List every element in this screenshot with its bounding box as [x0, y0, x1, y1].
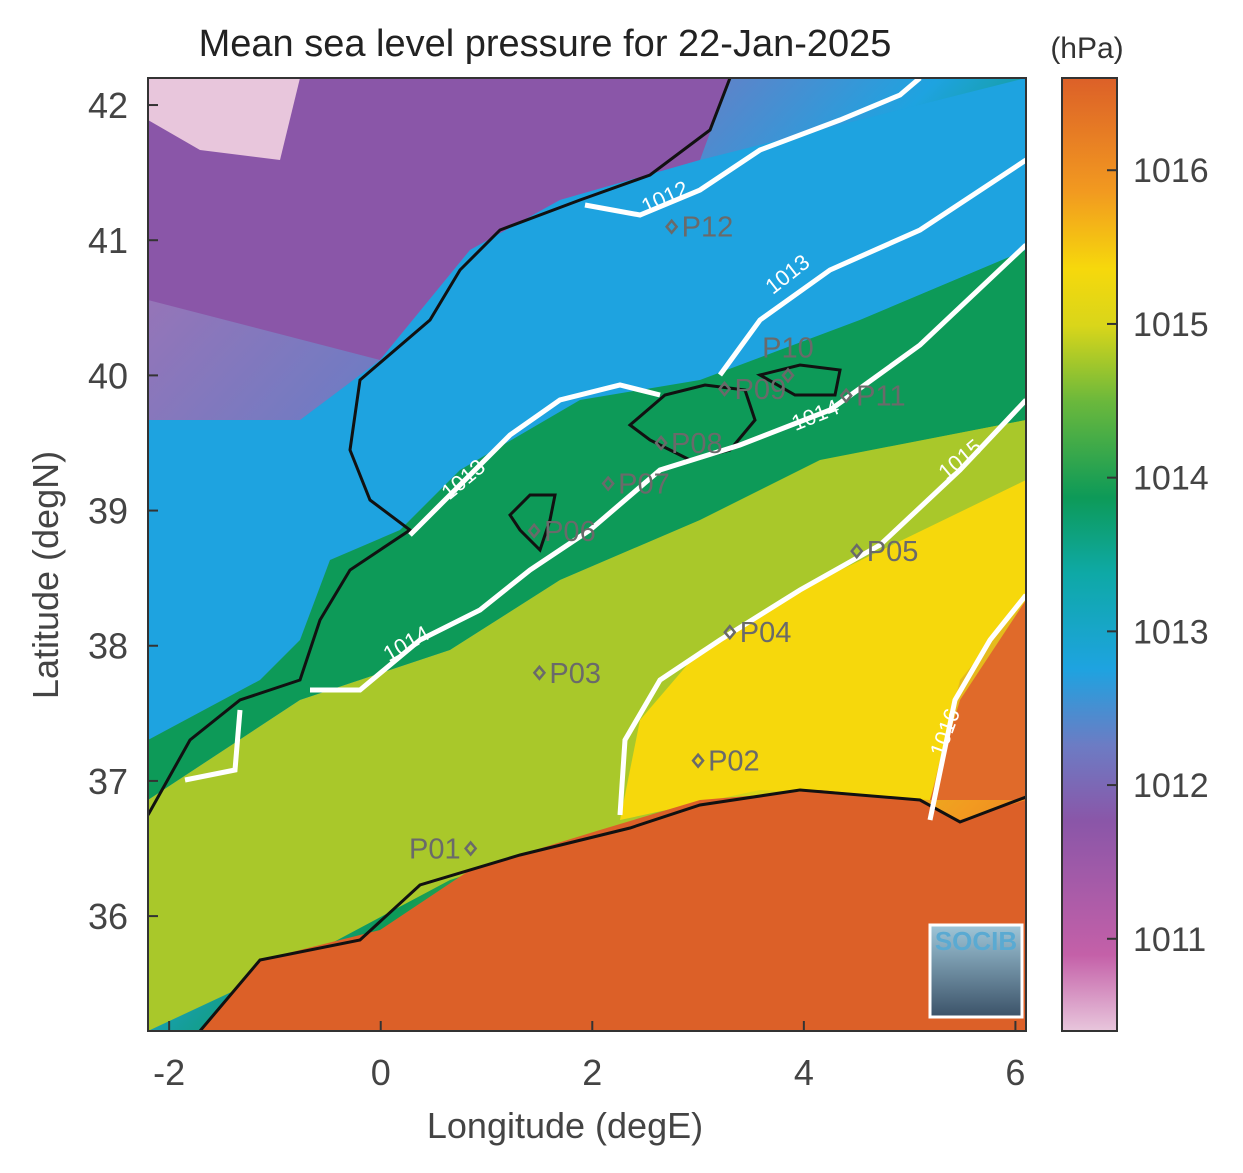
isobar-1016 [927, 593, 1026, 821]
blue-band [148, 78, 1026, 740]
y-tick-label: 40 [88, 355, 128, 396]
island-ibiza [508, 493, 557, 553]
station-marker-p06 [527, 522, 541, 539]
station-marker-p07 [601, 475, 615, 492]
colorbar-tick-label: 1014 [1133, 460, 1209, 498]
isobar-1013-west [408, 382, 661, 537]
yellow-band [148, 420, 1026, 1031]
y-tick-label: 42 [88, 85, 128, 126]
station-marker-p11 [839, 387, 853, 404]
x-axis-label: Longitude (degE) [427, 1105, 703, 1146]
low-pressure-band [148, 78, 730, 360]
east-high-pressure [930, 600, 1026, 800]
socib-logo-text: SOCIB [935, 926, 1017, 956]
station-label-p09: P09 [735, 374, 787, 406]
station-label-p03: P03 [549, 658, 601, 690]
isobar-1014-sw [184, 709, 243, 783]
x-tick-label: -2 [153, 1052, 185, 1093]
high-pressure-land [200, 790, 1026, 1031]
station-marker-p09 [717, 380, 732, 397]
station-marker-p12 [664, 218, 679, 235]
lowest-pressure-patch [148, 78, 300, 160]
station-label-p05: P05 [867, 536, 919, 568]
station-marker-p10 [781, 367, 795, 384]
y-axis-label: Latitude (degN) [25, 451, 66, 699]
map-title: Mean sea level pressure for 22-Jan-2025 [199, 23, 892, 65]
isobar-1012 [584, 78, 922, 218]
y-axis-ticks: 36 37 38 39 40 41 42 [88, 85, 158, 937]
colorbar-unit: (hPa) [1050, 32, 1123, 65]
coastline-iberia [148, 78, 732, 816]
colorbar-tick-label: 1011 [1133, 921, 1206, 959]
x-tick-label: 2 [582, 1052, 602, 1093]
colorbar-ticks: 1011 1012 1013 1014 1015 1016 [1107, 152, 1209, 959]
station-label-p07: P07 [618, 469, 670, 501]
y-tick-label: 41 [88, 220, 128, 261]
station-marker-p01 [464, 840, 478, 857]
colorbar [1061, 77, 1118, 1032]
y-tick-label: 38 [88, 626, 128, 667]
map-area: 1012 1013 1013 1014 1014 1015 1016 P01P0… [148, 78, 1026, 1031]
station-label-p06: P06 [544, 516, 596, 548]
colorbar-tick-label: 1016 [1133, 152, 1209, 190]
socib-logo: SOCIB [928, 923, 1024, 1019]
station-label-p12: P12 [682, 212, 734, 244]
station-label-p02: P02 [708, 746, 760, 778]
station-label-p04: P04 [740, 617, 792, 649]
y-tick-label: 36 [88, 896, 128, 937]
station-marker-p08 [654, 435, 668, 451]
isobar-1015 [617, 398, 1026, 816]
x-tick-label: 6 [1005, 1052, 1025, 1093]
station-marker-p05 [850, 543, 864, 560]
colorbar-tick-label: 1013 [1133, 613, 1209, 651]
x-tick-label: 0 [371, 1052, 391, 1093]
station-label-p08: P08 [671, 428, 723, 460]
isobar-1013-east [717, 157, 1026, 377]
station-label-p10: P10 [762, 332, 814, 364]
station-label-p01: P01 [409, 834, 461, 866]
station-marker-p03 [532, 664, 547, 681]
station-marker-p02 [691, 752, 705, 769]
map-frame [147, 77, 1027, 1032]
isobar-1014 [310, 243, 1026, 693]
y-tick-label: 39 [88, 491, 128, 532]
island-menorca [756, 363, 842, 397]
station-label-p11: P11 [856, 381, 905, 413]
y-tick-label: 37 [88, 761, 128, 802]
yellow-zone [620, 480, 1026, 820]
x-axis-ticks: -2 0 2 4 6 [153, 1021, 1025, 1093]
x-tick-label: 4 [794, 1052, 814, 1093]
station-marker-p04 [723, 624, 737, 641]
colorbar-tick-label: 1015 [1133, 306, 1209, 344]
colorbar-tick-label: 1012 [1133, 767, 1209, 805]
